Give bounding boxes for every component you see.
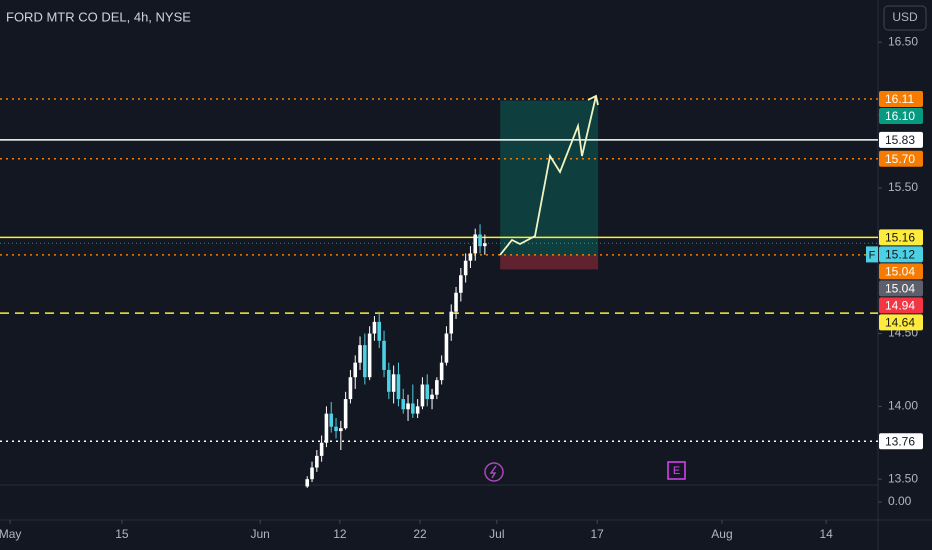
price-label-box (879, 433, 923, 450)
candle-body (367, 333, 372, 378)
y-tick-label: 14.00 (888, 399, 918, 413)
candle-body (358, 345, 362, 363)
symbol-tag (866, 246, 878, 263)
candle-body (454, 292, 458, 312)
loss-zone (500, 254, 599, 270)
price-label: 15.04 (885, 265, 915, 279)
projection-arrow (499, 94, 599, 256)
price-label-box (879, 108, 923, 125)
profit-zone (500, 100, 599, 255)
candle-body (353, 362, 358, 378)
price-label-box (879, 229, 923, 246)
candle-body (387, 369, 391, 392)
price-label-box (879, 297, 923, 314)
candle-body (478, 234, 482, 247)
candle-body (411, 403, 415, 414)
y-tick-label: 13.50 (888, 471, 918, 485)
candle-body (363, 345, 367, 378)
y-tick-label: 16.50 (888, 34, 918, 48)
candle-body (430, 394, 434, 400)
x-tick-label: 22 (413, 527, 427, 541)
currency-label[interactable]: USD (892, 10, 918, 24)
price-label: 16.11 (885, 92, 914, 106)
price-label: 16.10 (885, 109, 915, 123)
price-label: 15.04 (885, 282, 915, 296)
candle-body (334, 426, 338, 432)
candle-body (396, 374, 401, 400)
candle-body (382, 340, 386, 370)
candle-body (310, 467, 314, 480)
x-tick-label: 12 (333, 527, 347, 541)
candle-body (343, 399, 348, 429)
price-label-box (879, 314, 923, 331)
candle-body (339, 428, 343, 432)
candle-body (415, 406, 420, 414)
x-tick-label: 14 (819, 527, 833, 541)
candle-body (406, 403, 410, 410)
candle-body (329, 413, 334, 427)
candle-body (348, 377, 353, 400)
candle-body (468, 253, 473, 261)
price-label-box (879, 263, 923, 280)
price-label-box (879, 280, 923, 297)
candle-body (324, 413, 329, 443)
candle-body (420, 384, 425, 407)
symbol-tag-label: F (869, 249, 876, 261)
candle-body (305, 479, 310, 487)
candle-body (449, 311, 454, 334)
price-label-box (879, 91, 923, 108)
volume-tick-label: 0.00 (888, 494, 912, 508)
candle-body (319, 442, 324, 456)
price-label-box (879, 150, 923, 167)
candle-body (377, 321, 382, 341)
price-label: 13.76 (885, 434, 915, 448)
earnings-label[interactable]: E (673, 465, 680, 477)
price-label: 15.83 (885, 133, 915, 147)
x-tick-label: May (0, 527, 21, 541)
candle-body (459, 275, 463, 293)
candle-body (315, 455, 319, 468)
x-tick-label: 17 (590, 527, 604, 541)
plot: 16.5016.0015.5014.5014.0013.500.00May15J… (0, 34, 923, 541)
price-label-box (879, 131, 923, 148)
dividend-circle[interactable] (484, 462, 504, 482)
price-label-box (879, 246, 923, 263)
dividend-icon[interactable] (484, 462, 504, 482)
chart-title: FORD MTR CO DEL, 4h, NYSE (6, 9, 191, 24)
candle-body (483, 243, 487, 247)
candle-body (473, 234, 478, 254)
price-label: 14.94 (885, 299, 915, 313)
y-tick-label: 15.50 (888, 180, 918, 194)
candle-body (372, 321, 377, 334)
x-tick-label: Jun (251, 527, 270, 541)
earnings-icon[interactable] (667, 461, 686, 480)
candle-body (391, 374, 396, 392)
candle-body (435, 380, 439, 395)
x-tick-label: Aug (711, 527, 732, 541)
x-tick-label: 15 (115, 527, 129, 541)
candle-body (463, 260, 468, 276)
price-label: 14.64 (885, 316, 915, 330)
candle-body (425, 384, 430, 400)
price-label: 15.70 (885, 152, 915, 166)
dividend-bolt[interactable] (489, 465, 497, 479)
x-tick-label: Jul (489, 527, 504, 541)
candle-body (444, 333, 449, 363)
candle-body (401, 399, 406, 410)
price-label: 15.12 (885, 248, 915, 262)
currency-button[interactable] (883, 5, 927, 31)
price-label: 15.16 (885, 231, 915, 245)
candle-body (439, 362, 444, 381)
